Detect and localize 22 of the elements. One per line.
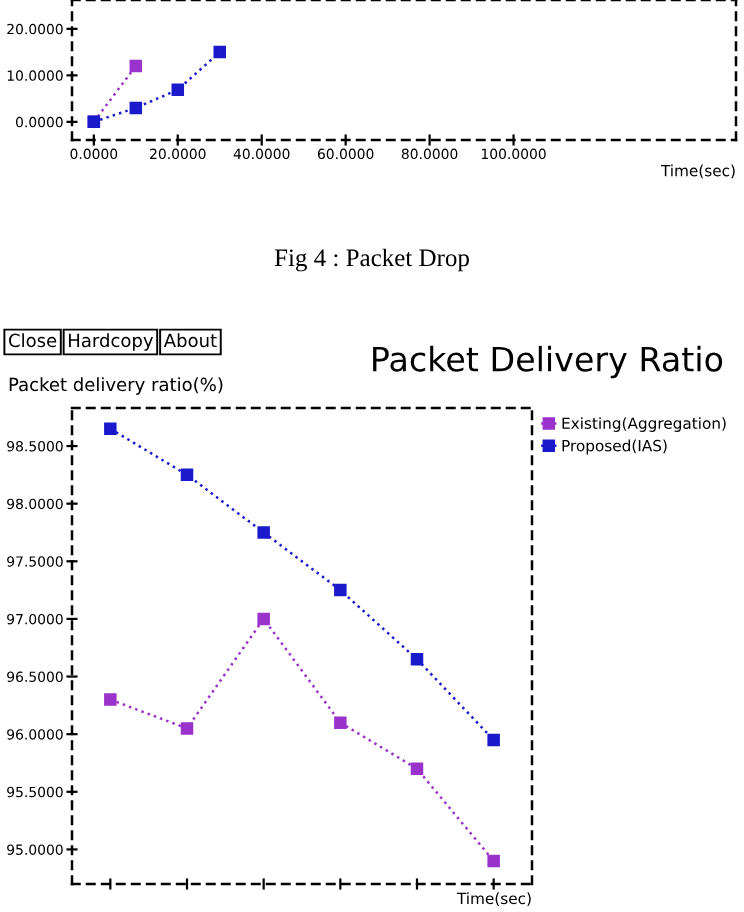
point xyxy=(257,612,270,626)
point xyxy=(410,653,424,666)
chart-title: Packet Delivery Ratio xyxy=(373,345,723,379)
text: About xyxy=(163,333,217,348)
point xyxy=(180,468,194,482)
point xyxy=(129,101,143,115)
point xyxy=(334,716,347,729)
text: Hardcopy xyxy=(69,333,154,351)
y-axis-title: Packet delivery ratio(%) xyxy=(9,377,223,395)
point xyxy=(487,733,500,747)
point xyxy=(104,693,117,706)
point xyxy=(180,722,194,735)
point xyxy=(334,583,347,597)
point xyxy=(410,762,424,775)
point xyxy=(257,526,270,539)
point xyxy=(129,59,143,73)
point xyxy=(171,83,185,97)
point xyxy=(104,422,117,435)
point xyxy=(213,45,226,59)
caption: Fig 4 : Packet Drop xyxy=(274,248,469,272)
point xyxy=(487,854,500,868)
text: Close xyxy=(9,333,57,348)
